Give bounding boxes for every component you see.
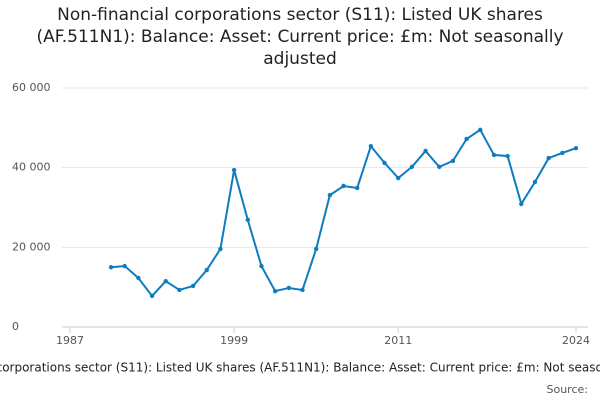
point: [409, 164, 415, 170]
point: [177, 287, 182, 293]
point: [491, 152, 497, 158]
y-tick-label: 60 000: [12, 81, 51, 94]
point: [313, 246, 319, 252]
point: [136, 275, 141, 281]
point: [327, 192, 333, 198]
point: [532, 179, 538, 185]
x-tick-label: 2011: [384, 334, 412, 347]
point: [218, 246, 223, 252]
chart-title: Non-financial corporations sector (S11):…: [36, 5, 564, 69]
point: [122, 263, 127, 269]
point: [300, 287, 305, 293]
point: [163, 278, 168, 284]
y-tick-label: 20 000: [12, 240, 51, 253]
x-tick-label: 1999: [220, 334, 248, 347]
point: [368, 143, 374, 149]
point: [382, 160, 387, 166]
point: [108, 265, 114, 270]
point: [396, 175, 401, 181]
point: [464, 136, 469, 142]
point: [354, 185, 360, 191]
y-tick-label: 0: [12, 320, 19, 333]
point: [573, 145, 579, 151]
point: [450, 158, 456, 164]
source: Source:: [547, 383, 589, 396]
point: [505, 153, 510, 159]
point: [245, 217, 250, 223]
point: [560, 150, 565, 156]
point: [519, 201, 524, 207]
point: [341, 183, 346, 189]
point: [231, 167, 237, 173]
x-tick-label: 1987: [56, 334, 84, 347]
point: [286, 285, 292, 291]
point: [423, 148, 428, 154]
x-tick-label: 2024: [562, 334, 590, 347]
point: [546, 155, 551, 161]
point: [259, 263, 264, 269]
x-axis-label: Non-financial corporations sector (S11):…: [0, 361, 600, 375]
y-tick-label: 40 000: [12, 161, 51, 174]
point: [272, 288, 278, 294]
point: [437, 164, 442, 170]
point: [190, 283, 196, 289]
point: [478, 127, 483, 133]
point: [149, 293, 155, 299]
point: [204, 267, 209, 273]
